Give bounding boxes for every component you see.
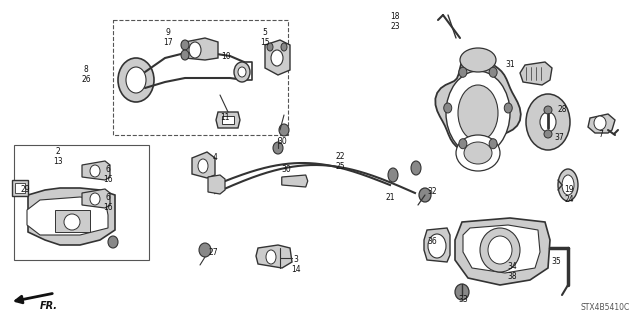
Ellipse shape <box>455 284 469 300</box>
Ellipse shape <box>544 130 552 138</box>
Ellipse shape <box>459 67 467 77</box>
Polygon shape <box>265 40 290 75</box>
Text: 10: 10 <box>221 52 231 61</box>
Polygon shape <box>216 112 240 128</box>
Bar <box>15 183 25 193</box>
Ellipse shape <box>488 236 512 264</box>
Ellipse shape <box>271 50 283 66</box>
Text: 3
14: 3 14 <box>291 255 301 274</box>
Bar <box>14 145 149 260</box>
Text: FR.: FR. <box>40 301 58 311</box>
Text: 7: 7 <box>598 130 604 139</box>
Ellipse shape <box>64 214 80 230</box>
Polygon shape <box>424 228 450 262</box>
Polygon shape <box>208 175 225 194</box>
Ellipse shape <box>562 175 574 195</box>
Ellipse shape <box>181 40 189 50</box>
Ellipse shape <box>446 71 510 155</box>
Text: 30: 30 <box>281 165 291 174</box>
Ellipse shape <box>558 169 578 201</box>
Text: 34
38: 34 38 <box>507 262 517 281</box>
Polygon shape <box>282 175 308 187</box>
Text: 2
13: 2 13 <box>53 147 63 166</box>
Ellipse shape <box>267 43 273 51</box>
Ellipse shape <box>504 103 512 113</box>
Ellipse shape <box>198 159 208 173</box>
Ellipse shape <box>411 161 421 175</box>
Ellipse shape <box>526 94 570 150</box>
Ellipse shape <box>489 139 497 149</box>
Ellipse shape <box>266 250 276 264</box>
Ellipse shape <box>281 43 287 51</box>
Ellipse shape <box>90 165 100 177</box>
Ellipse shape <box>199 243 211 257</box>
Ellipse shape <box>189 42 201 58</box>
Polygon shape <box>588 114 615 133</box>
Text: 21: 21 <box>385 193 395 202</box>
Text: STX4B5410C: STX4B5410C <box>580 303 630 312</box>
Text: 8
26: 8 26 <box>81 65 91 84</box>
Polygon shape <box>185 38 218 60</box>
Polygon shape <box>455 218 550 285</box>
Ellipse shape <box>459 139 467 149</box>
Text: 36: 36 <box>427 237 437 246</box>
Polygon shape <box>192 152 215 178</box>
Text: 33: 33 <box>458 295 468 304</box>
Ellipse shape <box>480 228 520 272</box>
Polygon shape <box>520 62 552 85</box>
Ellipse shape <box>126 67 146 93</box>
Ellipse shape <box>540 112 556 132</box>
Text: 6
16: 6 16 <box>103 193 113 212</box>
Ellipse shape <box>489 67 497 77</box>
Text: 5
15: 5 15 <box>260 28 270 47</box>
Ellipse shape <box>273 142 283 154</box>
Text: 18
23: 18 23 <box>390 12 400 31</box>
Polygon shape <box>28 188 115 245</box>
Text: 22
25: 22 25 <box>335 152 345 171</box>
Bar <box>55 210 90 232</box>
Ellipse shape <box>456 135 500 171</box>
Ellipse shape <box>594 116 606 130</box>
Text: 11: 11 <box>220 113 230 122</box>
Polygon shape <box>463 225 540 273</box>
Ellipse shape <box>234 62 250 82</box>
Polygon shape <box>82 161 110 180</box>
Ellipse shape <box>90 193 100 205</box>
Text: 37: 37 <box>554 133 564 142</box>
Ellipse shape <box>544 106 552 114</box>
Polygon shape <box>435 50 521 166</box>
Text: 29: 29 <box>20 185 30 194</box>
Ellipse shape <box>444 103 452 113</box>
Ellipse shape <box>118 58 154 102</box>
Ellipse shape <box>458 85 498 141</box>
Ellipse shape <box>279 124 289 136</box>
Ellipse shape <box>388 168 398 182</box>
Text: 6
16: 6 16 <box>103 165 113 184</box>
Bar <box>222 116 234 124</box>
Polygon shape <box>27 197 108 235</box>
Bar <box>113 20 288 135</box>
Ellipse shape <box>464 142 492 164</box>
Text: 30: 30 <box>277 137 287 146</box>
Text: 19
24: 19 24 <box>564 185 574 204</box>
Ellipse shape <box>181 50 189 60</box>
Bar <box>12 180 28 196</box>
Text: 35: 35 <box>551 257 561 266</box>
Polygon shape <box>82 189 110 208</box>
Ellipse shape <box>108 236 118 248</box>
Text: 31: 31 <box>505 60 515 69</box>
Text: 27: 27 <box>208 248 218 257</box>
Polygon shape <box>256 245 292 268</box>
Ellipse shape <box>419 188 431 202</box>
Ellipse shape <box>428 234 446 258</box>
Text: 32: 32 <box>427 187 437 196</box>
Ellipse shape <box>238 67 246 77</box>
Text: 28: 28 <box>557 105 567 114</box>
Ellipse shape <box>460 48 496 72</box>
Text: 9
17: 9 17 <box>163 28 173 47</box>
Text: 4: 4 <box>212 153 218 162</box>
